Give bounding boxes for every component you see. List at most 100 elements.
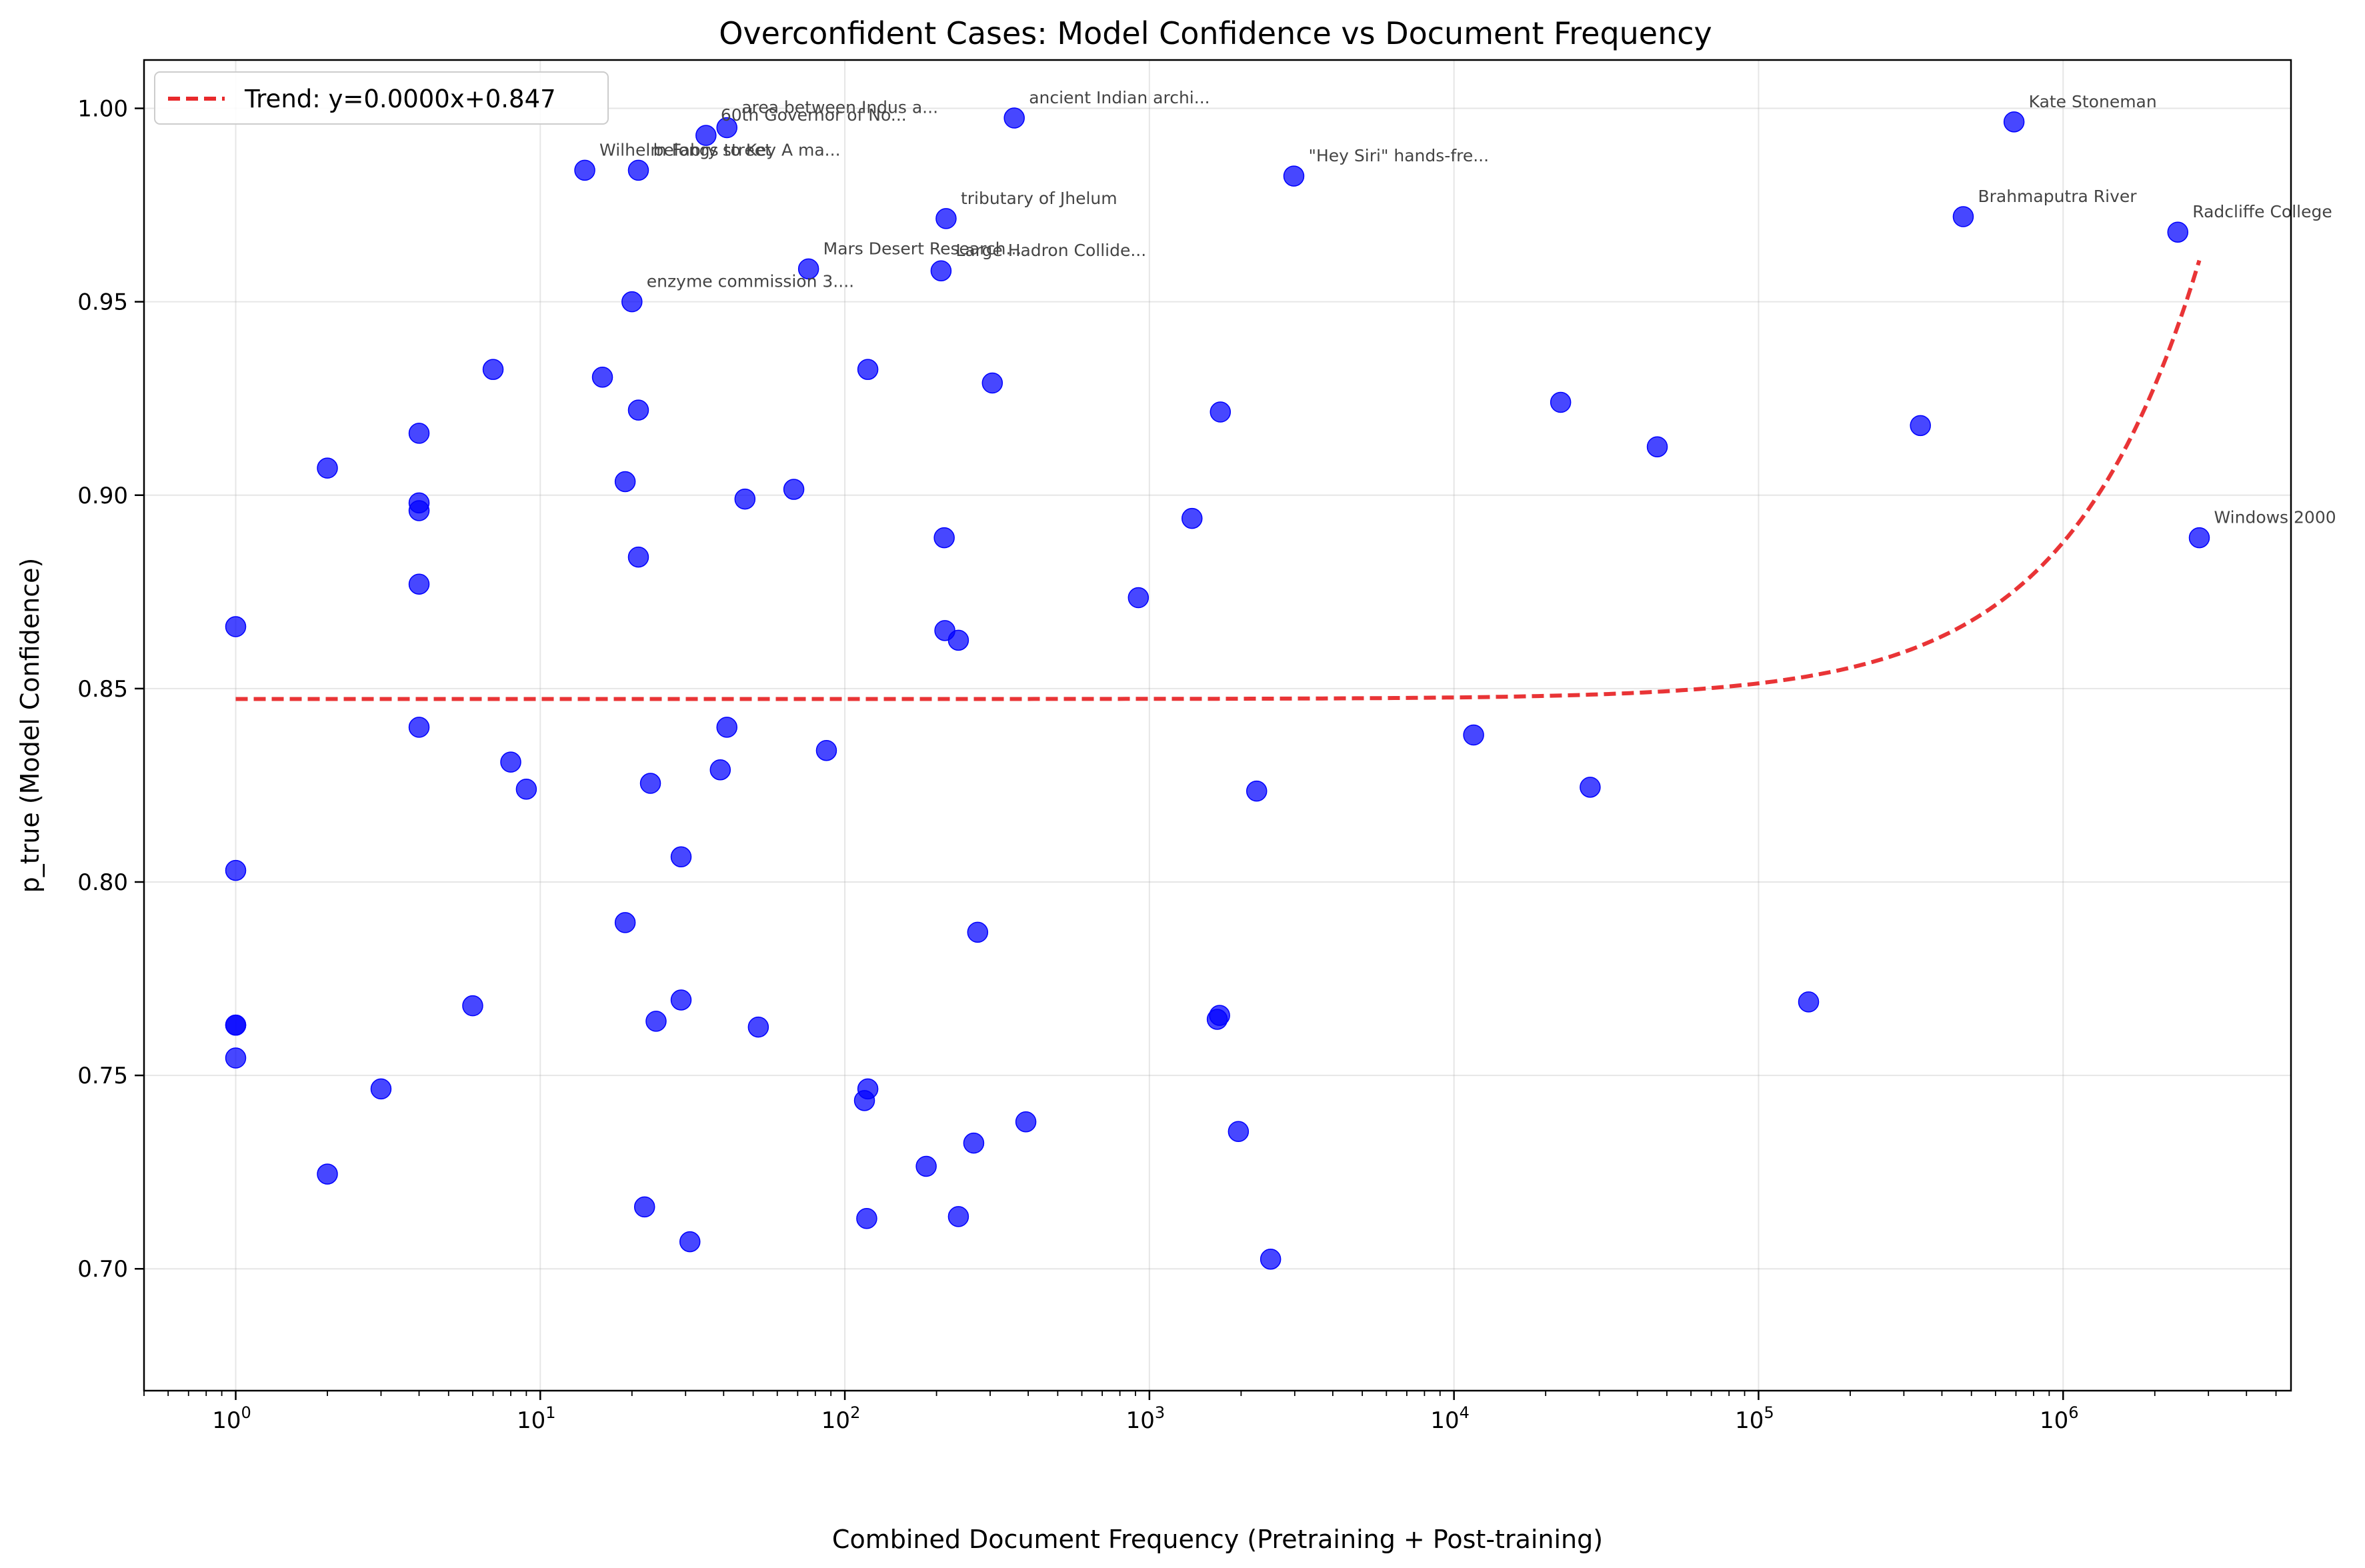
point-annotation: tributary of Jhelum xyxy=(961,189,1117,208)
point-annotation: Large Hadron Collide... xyxy=(955,241,1146,260)
data-point xyxy=(1127,587,1149,609)
data-point xyxy=(225,1047,247,1069)
point-annotation: Kate Stoneman xyxy=(2029,92,2157,111)
data-point xyxy=(515,778,537,800)
data-point xyxy=(408,573,430,595)
data-point xyxy=(670,846,692,868)
data-point xyxy=(1228,1121,1250,1142)
data-point xyxy=(1646,436,1668,457)
data-point xyxy=(747,1016,769,1038)
x-axis: 100 101 102 103 104 105 106 xyxy=(143,1391,2277,1434)
point-annotation: 60th Governor of No... xyxy=(721,105,907,125)
legend: Trend: y=0.0000x+0.847 xyxy=(154,71,609,125)
data-point xyxy=(815,739,837,761)
legend-box xyxy=(154,71,609,125)
data-point xyxy=(2167,221,2189,243)
data-point xyxy=(783,479,805,500)
point-annotation: belongs to Key A ma... xyxy=(653,140,840,159)
data-point xyxy=(627,546,649,568)
data-point xyxy=(614,912,636,933)
data-point xyxy=(947,1206,969,1227)
data-point xyxy=(857,1078,879,1100)
data-point xyxy=(2188,527,2210,549)
data-point xyxy=(1246,780,1268,802)
data-point xyxy=(947,629,969,651)
data-point xyxy=(1283,165,1305,187)
data-point xyxy=(621,291,643,313)
data-point xyxy=(1003,107,1025,129)
data-point xyxy=(1260,1248,1282,1270)
data-point xyxy=(856,1208,877,1229)
data-point xyxy=(627,399,649,421)
data-point xyxy=(709,759,731,781)
point-annotation: "Hey Siri" hands-fre... xyxy=(1308,146,1489,165)
y-tick-label: 1.00 xyxy=(77,96,128,123)
data-point xyxy=(797,258,819,280)
point-annotation: ancient Indian archi... xyxy=(1029,88,1210,107)
y-tick-label: 0.80 xyxy=(77,869,128,896)
point-annotation: Brahmaputra River xyxy=(1978,187,2137,206)
x-tick-label: 104 xyxy=(1430,1403,1470,1434)
y-tick-label: 0.90 xyxy=(77,483,128,509)
data-point xyxy=(933,527,955,549)
data-point xyxy=(930,260,952,281)
point-annotation: enzyme commission 3.... xyxy=(647,272,854,291)
data-point xyxy=(679,1231,701,1253)
data-point xyxy=(1015,1111,1037,1133)
data-point xyxy=(981,372,1003,394)
data-point xyxy=(225,616,247,637)
data-point xyxy=(574,159,595,181)
data-point xyxy=(915,1155,937,1177)
data-point xyxy=(225,1014,247,1036)
x-tick-label: 106 xyxy=(2040,1403,2079,1434)
data-point xyxy=(370,1078,392,1100)
data-point xyxy=(500,751,521,773)
plot-frame xyxy=(143,59,2292,1392)
trend-line xyxy=(235,259,2202,701)
data-point xyxy=(695,125,717,146)
grid-lines xyxy=(144,60,2291,1391)
data-point xyxy=(734,488,756,510)
y-tick-label: 0.95 xyxy=(77,289,128,316)
data-point xyxy=(1952,206,1974,227)
data-point xyxy=(1910,415,1931,437)
y-tick-label: 0.75 xyxy=(77,1063,128,1089)
point-annotation: area between Indus a... xyxy=(741,98,938,117)
data-point xyxy=(716,117,737,139)
data-point xyxy=(317,1163,338,1185)
data-point xyxy=(1210,401,1232,423)
data-point xyxy=(967,921,989,943)
data-point xyxy=(1463,724,1484,746)
data-point xyxy=(614,471,636,493)
data-point xyxy=(935,208,957,229)
point-annotation: Windows 2000 xyxy=(2214,508,2336,527)
point-annotations: Wilhelm Fabry street enzyme commission 3.… xyxy=(599,88,2336,527)
x-tick-label: 101 xyxy=(517,1403,556,1434)
x-axis-label: Combined Document Frequency (Pretraining… xyxy=(832,1525,1603,1554)
data-point xyxy=(716,717,737,738)
data-point xyxy=(408,717,430,738)
data-point xyxy=(462,995,483,1017)
data-point xyxy=(645,1011,667,1032)
x-tick-label: 105 xyxy=(1735,1403,1774,1434)
data-point xyxy=(1580,777,1601,798)
data-point xyxy=(639,773,661,794)
point-annotation: Wilhelm Fabry street xyxy=(599,140,771,159)
data-point xyxy=(1550,391,1572,413)
data-point xyxy=(482,359,504,380)
x-tick-label: 100 xyxy=(212,1403,251,1434)
x-tick-label: 103 xyxy=(1126,1403,1165,1434)
data-point xyxy=(2003,111,2025,133)
x-tick-label: 102 xyxy=(821,1403,861,1434)
y-axis-label: p_true (Model Confidence) xyxy=(15,558,45,893)
point-annotation: Mars Desert Research... xyxy=(823,239,1022,258)
data-point xyxy=(408,423,430,444)
data-point xyxy=(963,1132,985,1154)
data-point xyxy=(317,457,338,479)
data-point xyxy=(1181,507,1203,529)
data-point xyxy=(670,989,692,1011)
y-tick-label: 0.70 xyxy=(77,1256,128,1283)
data-point xyxy=(1209,1005,1230,1026)
